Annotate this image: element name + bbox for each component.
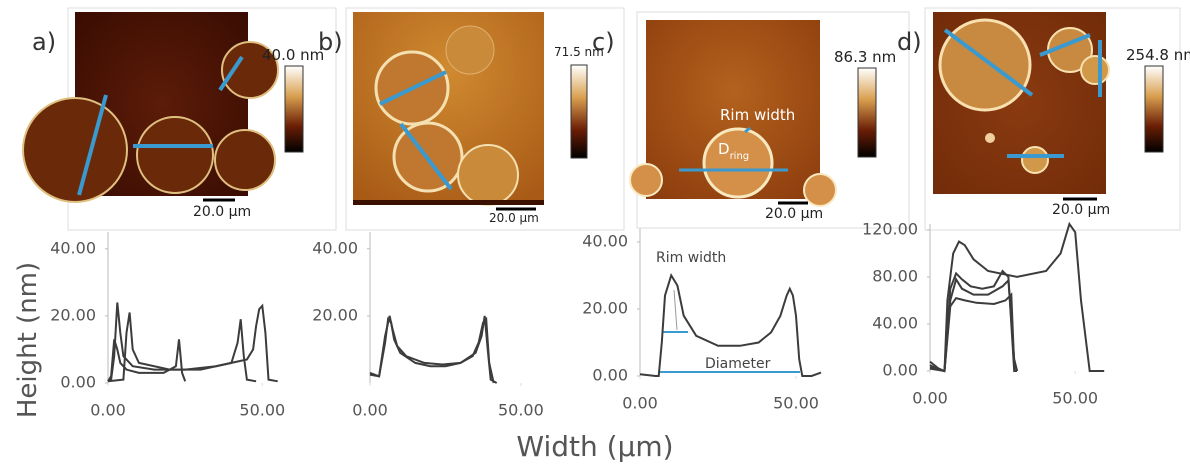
y-tick-label: 120.00	[862, 219, 918, 238]
image-annotation: D	[718, 140, 730, 158]
y-tick-label: 40.00	[582, 231, 628, 250]
y-tick-label: 40.00	[312, 238, 358, 257]
scale-bar-label: 20.0 µm	[765, 206, 823, 222]
profile-line	[370, 316, 497, 383]
x-tick-label: 0.00	[352, 401, 388, 420]
y-tick-label: 0.00	[882, 361, 918, 380]
colorbar-label: 254.8 nm	[1126, 46, 1190, 64]
profile-line	[930, 295, 1017, 371]
x-tick-label: 0.00	[912, 389, 948, 408]
y-axis-label: Height (nm)	[13, 262, 43, 418]
y-tick-label: 20.00	[50, 305, 96, 324]
y-tick-label: 0.00	[592, 366, 628, 385]
colorbar-label: 86.3 nm	[834, 48, 896, 66]
y-tick-label: 20.00	[312, 305, 358, 324]
y-tick-label: 40.00	[50, 238, 96, 257]
chart-annotation: Rim width	[656, 250, 726, 266]
colorbar-label: 71.5 nm	[554, 45, 604, 59]
x-tick-label: 50.00	[773, 394, 819, 413]
profile-line	[108, 339, 185, 381]
scale-bar-label: 20.0 µm	[1052, 202, 1110, 218]
image-annotation-sub: ring	[730, 151, 750, 162]
x-tick-label: 0.00	[90, 401, 126, 420]
y-tick-label: 80.00	[872, 266, 918, 285]
x-tick-label: 50.00	[498, 401, 544, 420]
figure: a) b) c) d) 40.0 nm 71.5 nm 86.3 nm 254.…	[0, 0, 1190, 466]
x-axis-label: Width (µm)	[516, 430, 673, 463]
scale-bar-label: 20.0 µm	[193, 204, 251, 220]
y-tick-label: 40.00	[872, 313, 918, 332]
image-annotation: Rim width	[720, 106, 795, 124]
profile-line	[930, 279, 1017, 371]
y-tick-label: 0.00	[60, 373, 96, 392]
scale-bar-label: 20.0 µm	[489, 211, 539, 225]
chart-annotation: Diameter	[705, 356, 771, 372]
panel-label: d)	[897, 28, 922, 56]
x-tick-label: 0.00	[622, 394, 658, 413]
y-tick-label: 20.00	[582, 298, 628, 317]
x-tick-label: 50.00	[1052, 389, 1098, 408]
colorbar-label: 40.0 nm	[262, 46, 324, 64]
panel-label: a)	[32, 28, 56, 56]
profile-line	[370, 316, 494, 383]
x-tick-label: 50.00	[239, 401, 285, 420]
